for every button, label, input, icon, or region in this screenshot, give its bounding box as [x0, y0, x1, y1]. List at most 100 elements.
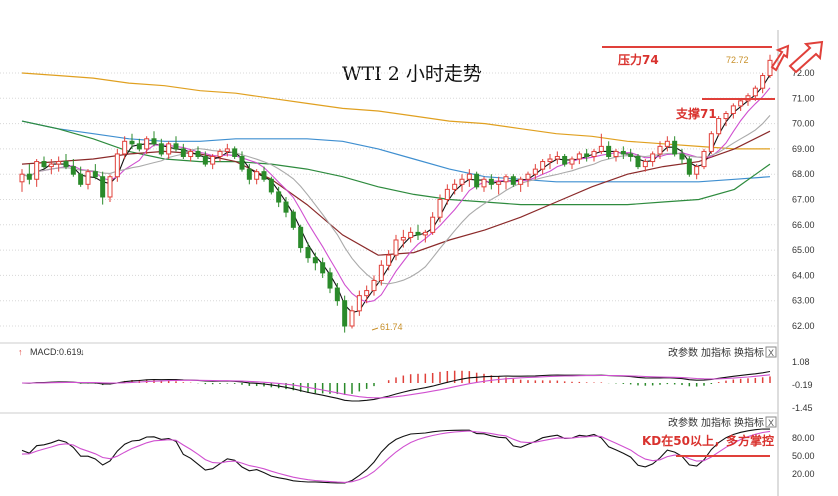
candle-body — [290, 211, 296, 228]
candle-body — [342, 300, 348, 327]
candle-body — [554, 155, 560, 160]
candle-body — [694, 166, 700, 175]
candle-body — [767, 59, 773, 77]
candle-body — [151, 138, 157, 145]
kd-add-indicator-button[interactable]: 加指标 — [701, 416, 731, 429]
macd-label: MACD:0.619 — [30, 347, 82, 357]
macd-arrow-down-icon: ↓ — [80, 347, 85, 357]
candle-body — [246, 168, 252, 180]
candle-body — [26, 173, 32, 180]
candle-body — [657, 145, 663, 155]
candle-body — [752, 87, 758, 97]
macd-arrow-up-icon: ↑ — [18, 347, 23, 357]
candle-body — [371, 279, 377, 292]
macd-panel: ↑ MACD:0.619 ↓ 改参数 加指标 换指标 X 1.08 -0.19 -1… — [0, 342, 813, 413]
candle-body — [224, 148, 230, 152]
candle-body — [393, 239, 399, 256]
candle-body — [173, 143, 179, 150]
candle-body — [444, 188, 450, 201]
candle-body — [283, 201, 289, 213]
candle-body — [532, 168, 538, 175]
candle-body — [305, 247, 311, 259]
macd-tick-label: -1.45 — [792, 403, 813, 413]
candle-body — [620, 150, 626, 155]
candle-body — [334, 287, 340, 302]
candle-body — [298, 226, 304, 249]
kd-k-line — [21, 428, 771, 484]
candle-body — [562, 155, 568, 165]
candle-body — [107, 176, 113, 198]
kd-panel: 改参数 加指标 换指标 X 80.00 50.00 20.00 KD在50以上，多方… — [0, 412, 815, 484]
candle-body — [716, 118, 722, 135]
candle-body — [664, 140, 670, 147]
candle-body — [239, 155, 245, 170]
macd-close-button[interactable] — [765, 346, 777, 358]
candle-body — [606, 145, 612, 157]
candle-body — [268, 178, 274, 193]
candle-body — [496, 181, 502, 185]
candle-body — [261, 171, 267, 180]
candle-body — [481, 178, 487, 188]
y-tick-label: 67.00 — [792, 195, 815, 205]
candle-body — [327, 272, 333, 289]
candle-body — [232, 148, 238, 157]
y-tick-label: 63.00 — [792, 296, 815, 306]
candle-body — [459, 178, 465, 185]
candle-body — [195, 150, 201, 157]
ma-gray-line — [21, 115, 771, 285]
candle-body — [19, 173, 25, 183]
candle-body — [708, 133, 714, 152]
candle-body — [738, 100, 744, 107]
y-tick-label: 71.00 — [792, 93, 815, 103]
candle-body — [760, 75, 766, 89]
kd-tick-label: 80.00 — [792, 433, 815, 443]
svg-text:X: X — [768, 348, 774, 358]
candle-body — [144, 138, 150, 150]
add-indicator-button[interactable]: 加指标 — [701, 346, 731, 359]
kd-change-params-button[interactable]: 改参数 — [668, 416, 698, 429]
candle-body — [364, 290, 370, 297]
support-label: 支撑71 — [675, 106, 717, 121]
candle-body — [598, 145, 604, 152]
candle-body — [415, 231, 421, 236]
candle-body — [217, 150, 223, 157]
kd-swap-indicator-button[interactable]: 换指标 — [734, 416, 764, 429]
kd-note: KD在50以上，多方掌控 — [642, 433, 774, 448]
candle-body — [34, 161, 40, 180]
candle-body — [686, 158, 692, 175]
candle-body — [437, 199, 443, 218]
candle-body — [525, 173, 531, 180]
swap-indicator-button[interactable]: 换指标 — [734, 346, 764, 359]
candle-body — [386, 254, 392, 266]
candle-body — [378, 264, 384, 281]
candle-body — [510, 176, 516, 185]
chart-title: WTI 2 小时走势 — [342, 63, 482, 85]
high-price-label: 72.72 — [726, 55, 749, 65]
candle-body — [92, 171, 98, 178]
candle-body — [576, 153, 582, 160]
kd-tick-label: 20.00 — [792, 469, 815, 479]
y-tick-label: 64.00 — [792, 270, 815, 280]
change-params-button[interactable]: 改参数 — [668, 346, 698, 359]
candle-body — [70, 166, 76, 175]
up-arrow-icon — [788, 40, 824, 74]
y-tick-label: 69.00 — [792, 144, 815, 154]
candle-body — [312, 257, 318, 264]
ma-green-line — [21, 120, 771, 206]
candle-body — [180, 148, 186, 157]
macd-toolbar: 改参数 加指标 换指标 X — [668, 346, 777, 359]
candle-body — [349, 310, 355, 327]
candle-body — [466, 173, 472, 180]
candle-body — [408, 231, 414, 238]
candle-body — [320, 262, 326, 274]
candle-body — [452, 183, 458, 190]
kd-tick-label: 50.00 — [792, 451, 815, 461]
candle-body — [78, 173, 84, 185]
y-tick-label: 70.00 — [792, 119, 815, 129]
candle-body — [730, 105, 736, 114]
kd-close-button[interactable] — [765, 416, 777, 428]
candle-body — [166, 143, 172, 155]
candle-body — [136, 143, 142, 150]
candle-body — [356, 295, 362, 312]
